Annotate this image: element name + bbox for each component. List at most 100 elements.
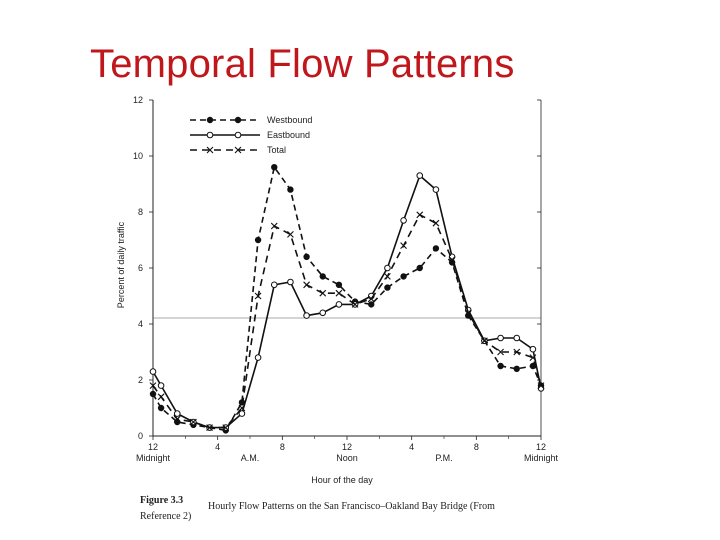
data-point xyxy=(537,382,545,389)
period-label: A.M. xyxy=(241,453,260,463)
y-tick-label: 10 xyxy=(133,151,143,161)
data-point xyxy=(335,301,343,308)
data-point xyxy=(270,281,278,289)
x-tick-label: 12 xyxy=(148,442,158,452)
x-tick-label: 4 xyxy=(409,442,414,452)
data-point xyxy=(206,116,214,124)
y-tick-label: 2 xyxy=(138,375,143,385)
data-point xyxy=(400,273,407,280)
data-point xyxy=(368,301,375,308)
data-point xyxy=(432,219,440,227)
data-point xyxy=(173,410,181,417)
data-point xyxy=(497,348,504,356)
x-tick-label: 12 xyxy=(342,442,352,452)
x-tick-label: 8 xyxy=(474,442,479,452)
data-point xyxy=(149,368,157,375)
legend-label: Total xyxy=(267,145,286,155)
data-point xyxy=(319,309,327,317)
caption-text: Hourly Flow Patterns on the San Francisc… xyxy=(208,501,495,512)
data-point xyxy=(287,278,294,286)
data-point xyxy=(400,242,407,249)
data-point xyxy=(513,365,520,372)
data-point xyxy=(222,424,230,431)
series-line xyxy=(152,165,542,432)
caption-text-line2: Reference 2) xyxy=(140,511,191,522)
data-point xyxy=(384,273,391,280)
data-point xyxy=(206,131,214,139)
y-tick-label: 6 xyxy=(138,263,143,273)
y-tick-label: 0 xyxy=(138,431,143,441)
data-point xyxy=(303,253,310,260)
data-point xyxy=(432,245,440,252)
data-point xyxy=(234,131,242,139)
data-point xyxy=(448,256,456,263)
data-point xyxy=(149,390,157,398)
data-point xyxy=(206,424,213,431)
x-tick-sublabel: Midnight xyxy=(524,453,559,463)
data-point xyxy=(497,334,504,342)
data-point xyxy=(234,116,242,124)
data-point xyxy=(384,264,391,272)
series-eastbound xyxy=(149,172,545,431)
data-point xyxy=(254,354,262,361)
data-point xyxy=(303,312,310,319)
data-point xyxy=(271,163,278,171)
data-point xyxy=(335,289,343,297)
x-tick-label: 12 xyxy=(536,442,546,452)
x-tick-sublabel: Noon xyxy=(336,453,358,463)
data-point xyxy=(416,211,424,219)
chart-series xyxy=(149,163,545,434)
legend-entry: Eastbound xyxy=(190,130,310,140)
data-point xyxy=(157,393,165,401)
data-point xyxy=(537,385,545,392)
data-point xyxy=(287,186,294,193)
data-point xyxy=(149,382,157,389)
data-point xyxy=(432,186,440,193)
data-point xyxy=(287,231,294,238)
data-point xyxy=(157,404,165,412)
caption-label: Figure 3.3 xyxy=(140,495,183,506)
series-westbound xyxy=(149,163,545,434)
series-line xyxy=(152,174,542,429)
data-point xyxy=(529,345,537,353)
data-point xyxy=(319,273,326,280)
data-point xyxy=(238,410,246,417)
x-tick-label: 8 xyxy=(280,442,285,452)
y-axis-label: Percent of daily traffic xyxy=(116,221,126,308)
x-tick-sublabel: Midnight xyxy=(136,453,171,463)
data-point xyxy=(464,309,472,317)
y-tick-label: 12 xyxy=(133,95,143,105)
data-point xyxy=(157,382,165,389)
legend-label: Eastbound xyxy=(267,130,310,140)
data-point xyxy=(319,289,327,297)
data-point xyxy=(270,222,278,230)
data-point xyxy=(384,284,391,291)
period-label: P.M. xyxy=(435,453,452,463)
data-point xyxy=(513,334,521,342)
data-point xyxy=(513,348,521,356)
data-point xyxy=(351,301,359,308)
x-axis-label: Hour of the day xyxy=(311,475,373,485)
data-point xyxy=(303,281,310,289)
data-point xyxy=(400,217,407,224)
series-line xyxy=(152,213,542,429)
data-point xyxy=(416,172,424,179)
y-tick-label: 4 xyxy=(138,319,143,329)
legend-label: Westbound xyxy=(267,115,312,125)
data-point xyxy=(367,295,375,303)
legend-entry: Total xyxy=(190,145,286,155)
series-total xyxy=(149,211,545,431)
y-tick-label: 8 xyxy=(138,207,143,217)
data-point xyxy=(206,146,214,154)
data-point xyxy=(190,418,197,426)
chart-legend: Westbound Eastbound Total xyxy=(190,115,312,155)
data-point xyxy=(254,292,262,300)
data-point xyxy=(173,415,181,423)
legend-entry: Westbound xyxy=(190,115,312,125)
data-point xyxy=(497,362,504,370)
x-tick-label: 4 xyxy=(215,442,220,452)
slide-title: Temporal Flow Patterns xyxy=(90,42,515,86)
data-point xyxy=(335,281,343,288)
